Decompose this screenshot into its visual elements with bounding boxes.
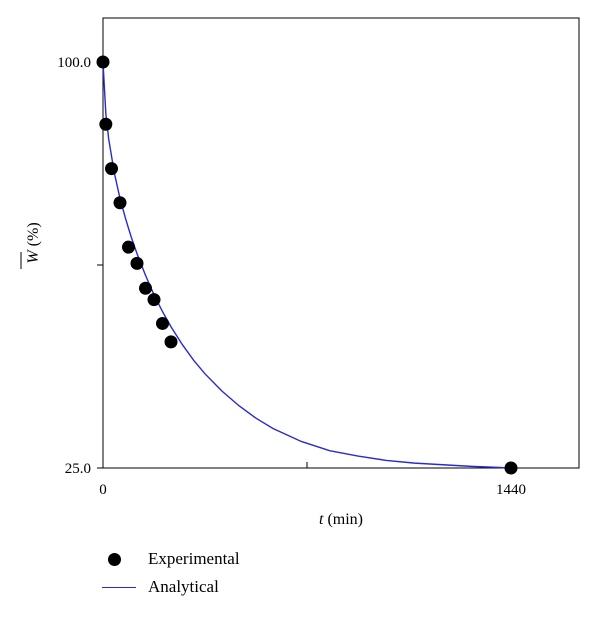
legend-item-experimental: Experimental <box>100 545 240 573</box>
x-tick-label: 1440 <box>496 482 526 498</box>
y-tick-label: 100.0 <box>57 55 91 71</box>
data-point <box>139 281 152 295</box>
y-tick-label: 25.0 <box>65 461 91 477</box>
data-point <box>130 256 144 270</box>
y-axis-title: W (%) <box>25 222 42 263</box>
legend-label-analytical: Analytical <box>148 577 219 596</box>
x-axis-var: t <box>319 511 324 528</box>
y-axis-unit: (%) <box>25 222 42 250</box>
data-point <box>122 240 135 254</box>
series-layer <box>96 55 518 475</box>
data-point <box>113 196 127 210</box>
data-point <box>147 293 161 307</box>
x-axis-unit: (min) <box>323 511 363 528</box>
data-point <box>156 316 169 330</box>
legend-marker-line <box>100 577 144 597</box>
data-point <box>105 162 118 176</box>
data-point <box>99 117 113 131</box>
legend-marker-dot <box>100 549 144 569</box>
axis-ticks: 0 1440 25.0 100.0 <box>57 55 526 498</box>
legend-label-experimental: Experimental <box>148 549 240 568</box>
data-point <box>504 461 518 475</box>
x-axis-title: t (min) <box>319 511 363 528</box>
analytical-curve <box>102 61 512 469</box>
legend: Experimental Analytical <box>100 545 240 601</box>
y-axis-var: W <box>25 249 42 264</box>
data-point <box>96 55 110 69</box>
plot-frame <box>102 17 580 469</box>
legend-item-analytical: Analytical <box>100 573 240 601</box>
data-point <box>164 335 178 349</box>
x-tick-label: 0 <box>99 482 107 498</box>
